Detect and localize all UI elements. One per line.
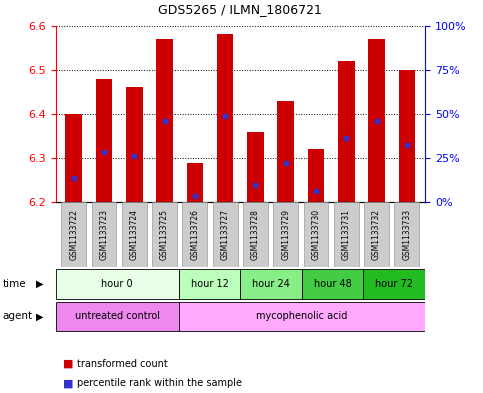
Text: ■: ■ [63,358,73,369]
FancyBboxPatch shape [395,202,419,267]
FancyBboxPatch shape [334,202,359,267]
Bar [217,34,233,202]
Text: untreated control: untreated control [75,311,159,321]
Bar [368,39,385,202]
FancyBboxPatch shape [273,202,298,267]
Text: GSM1133724: GSM1133724 [130,209,139,260]
Text: GSM1133728: GSM1133728 [251,209,260,260]
Text: GSM1133733: GSM1133733 [402,209,412,261]
FancyBboxPatch shape [92,202,116,267]
Text: hour 24: hour 24 [252,279,290,289]
FancyBboxPatch shape [364,268,425,299]
Bar [156,39,173,202]
Text: time: time [2,279,26,289]
Text: GSM1133725: GSM1133725 [160,209,169,260]
Text: percentile rank within the sample: percentile rank within the sample [77,378,242,388]
FancyBboxPatch shape [56,268,179,299]
Bar [308,149,325,202]
Text: GDS5265 / ILMN_1806721: GDS5265 / ILMN_1806721 [158,3,322,16]
FancyBboxPatch shape [304,202,328,267]
FancyBboxPatch shape [122,202,147,267]
Text: hour 0: hour 0 [101,279,133,289]
Bar [247,132,264,202]
FancyBboxPatch shape [213,202,238,267]
Text: GSM1133723: GSM1133723 [99,209,109,260]
Bar [65,114,82,202]
Text: mycophenolic acid: mycophenolic acid [256,311,348,321]
Text: GSM1133729: GSM1133729 [281,209,290,260]
Text: hour 48: hour 48 [314,279,352,289]
FancyBboxPatch shape [61,202,86,267]
FancyBboxPatch shape [179,268,241,299]
Bar [277,101,294,202]
Bar [186,163,203,202]
Text: hour 72: hour 72 [375,279,413,289]
Text: agent: agent [2,311,32,321]
FancyBboxPatch shape [56,302,179,331]
FancyBboxPatch shape [152,202,177,267]
Bar [398,70,415,202]
Bar [96,79,113,202]
FancyBboxPatch shape [243,202,268,267]
Text: GSM1133732: GSM1133732 [372,209,381,260]
Bar [338,61,355,202]
Text: ■: ■ [63,378,73,388]
Bar [126,87,142,202]
Text: ▶: ▶ [36,311,44,321]
FancyBboxPatch shape [302,268,364,299]
Text: GSM1133726: GSM1133726 [190,209,199,260]
Text: GSM1133722: GSM1133722 [69,209,78,260]
Text: hour 12: hour 12 [191,279,228,289]
Text: GSM1133730: GSM1133730 [312,209,321,261]
Text: transformed count: transformed count [77,358,168,369]
Text: GSM1133727: GSM1133727 [221,209,229,260]
FancyBboxPatch shape [179,302,425,331]
Text: ▶: ▶ [36,279,44,289]
FancyBboxPatch shape [241,268,302,299]
Text: GSM1133731: GSM1133731 [342,209,351,260]
FancyBboxPatch shape [364,202,389,267]
FancyBboxPatch shape [183,202,207,267]
